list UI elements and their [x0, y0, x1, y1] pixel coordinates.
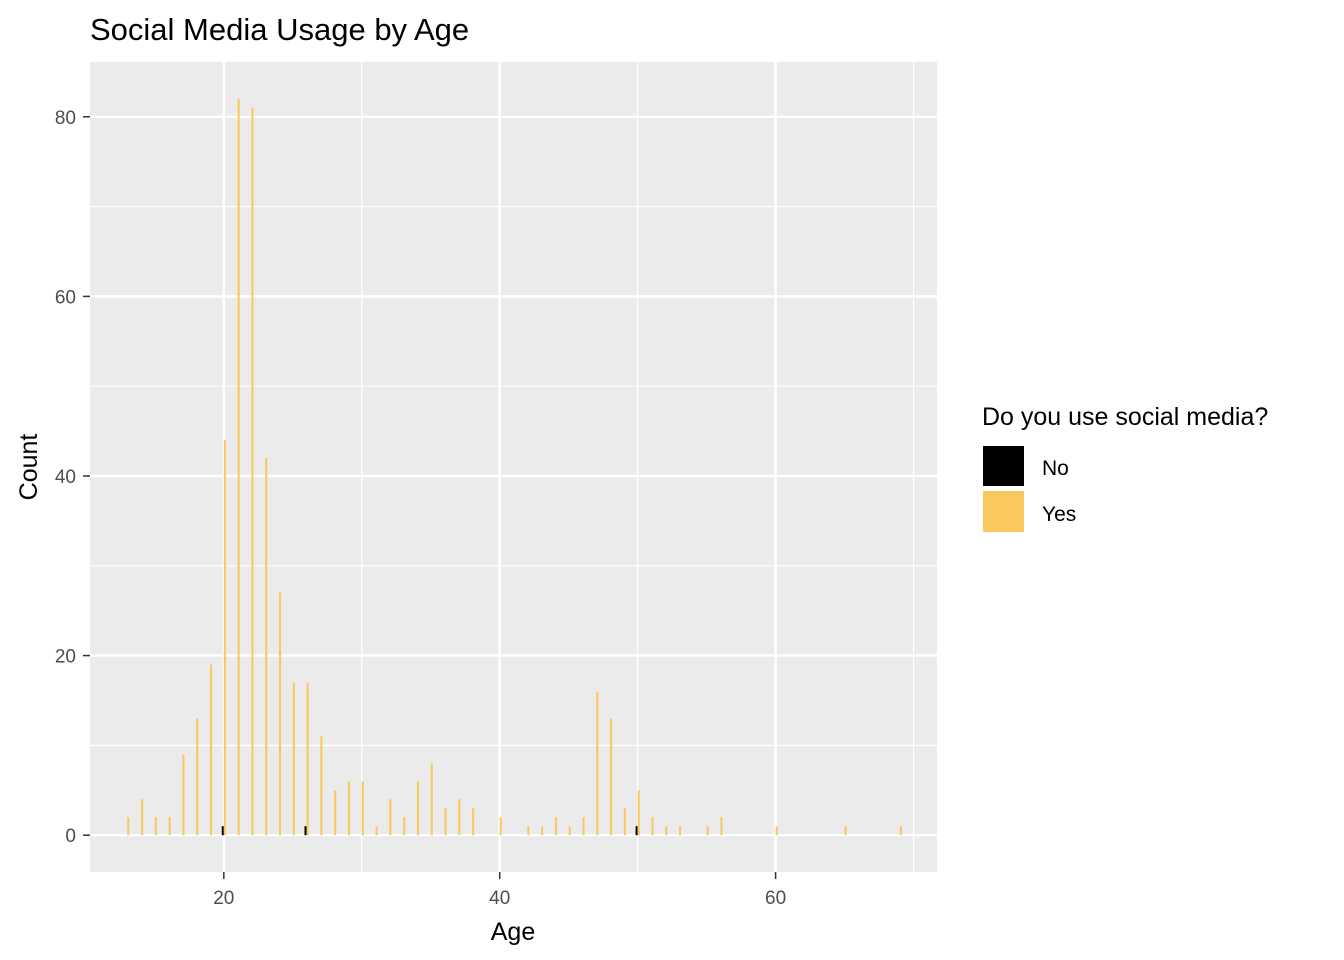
bar-yes-age-22 [251, 107, 254, 836]
legend-title: Do you use social media? [982, 403, 1268, 431]
y-tick-label: 60 [55, 287, 76, 308]
bar-yes-age-42 [527, 826, 530, 836]
bar-yes-age-37 [458, 799, 461, 836]
legend-key-yes [981, 489, 1026, 534]
legend-key-no [981, 444, 1026, 488]
minor-gridlines [90, 62, 937, 872]
bar-yes-age-56 [720, 817, 723, 836]
y-tick-label: 20 [55, 647, 76, 668]
bar-yes-age-33 [403, 817, 406, 836]
chart-title: Social Media Usage by Age [90, 12, 469, 47]
bar-yes-age-35 [430, 763, 433, 836]
bar-yes-age-15 [154, 817, 157, 836]
bar-yes-age-20 [223, 440, 226, 836]
y-axis: 0 20 40 60 80 [55, 108, 90, 847]
x-tick-label: 20 [213, 888, 234, 909]
plot-panel [90, 62, 937, 872]
y-axis-title: Count [15, 434, 43, 501]
y-tick-label: 80 [55, 108, 76, 129]
x-axis-title: Age [491, 918, 535, 946]
bar-yes-age-24 [278, 592, 282, 836]
bar-yes-age-36 [444, 808, 447, 836]
x-tick-label: 40 [489, 888, 510, 909]
legend-label-yes: Yes [1042, 503, 1076, 526]
bar-yes-age-69 [899, 826, 902, 836]
bar-yes-age-18 [196, 718, 199, 836]
legend: Do you use social media? No Yes [981, 403, 1268, 534]
bar-yes-age-30 [361, 781, 364, 836]
bar-yes-age-21 [237, 98, 240, 836]
bar-yes-age-52 [665, 826, 668, 836]
bar-yes-age-43 [541, 826, 544, 836]
bar-yes-age-45 [568, 826, 571, 836]
bar-yes-age-60 [775, 826, 778, 836]
bar-yes-age-27 [320, 736, 323, 836]
bar-yes-age-16 [168, 817, 171, 836]
y-tick-label: 0 [65, 826, 76, 847]
bar-no-age-50 [635, 826, 638, 836]
bar-no-age-26 [304, 826, 307, 836]
bar-yes-age-47 [596, 691, 599, 836]
bar-yes-age-50 [637, 790, 640, 836]
bar-yes-age-19 [210, 664, 213, 836]
bar-yes-age-40 [499, 817, 502, 836]
bar-yes-age-31 [375, 826, 378, 836]
bar-yes-age-48 [610, 718, 613, 836]
bar-yes-age-55 [706, 826, 709, 836]
bar-yes-age-34 [416, 781, 420, 836]
bar-yes-age-51 [651, 817, 654, 836]
bar-yes-age-29 [347, 781, 351, 836]
x-axis: 20 40 60 [213, 872, 786, 909]
bars [127, 98, 902, 836]
bar-yes-age-49 [623, 808, 626, 836]
bar-yes-age-38 [472, 808, 475, 836]
major-gridlines [90, 62, 937, 872]
bar-yes-age-53 [679, 826, 682, 836]
y-tick-label: 40 [55, 467, 76, 488]
bar-yes-age-65 [844, 826, 847, 836]
bar-yes-age-17 [182, 754, 185, 836]
bar-no-age-20 [221, 826, 224, 836]
x-tick-label: 60 [765, 888, 786, 909]
bar-yes-age-14 [141, 799, 144, 836]
bar-yes-age-26 [306, 682, 309, 836]
bar-yes-age-23 [265, 458, 268, 836]
bar-yes-age-28 [334, 790, 337, 836]
legend-label-no: No [1042, 457, 1069, 480]
bar-yes-age-46 [582, 817, 585, 836]
bar-yes-age-32 [389, 799, 392, 836]
bar-yes-age-25 [292, 682, 295, 836]
bar-yes-age-13 [127, 817, 130, 836]
bar-yes-age-44 [554, 817, 557, 836]
